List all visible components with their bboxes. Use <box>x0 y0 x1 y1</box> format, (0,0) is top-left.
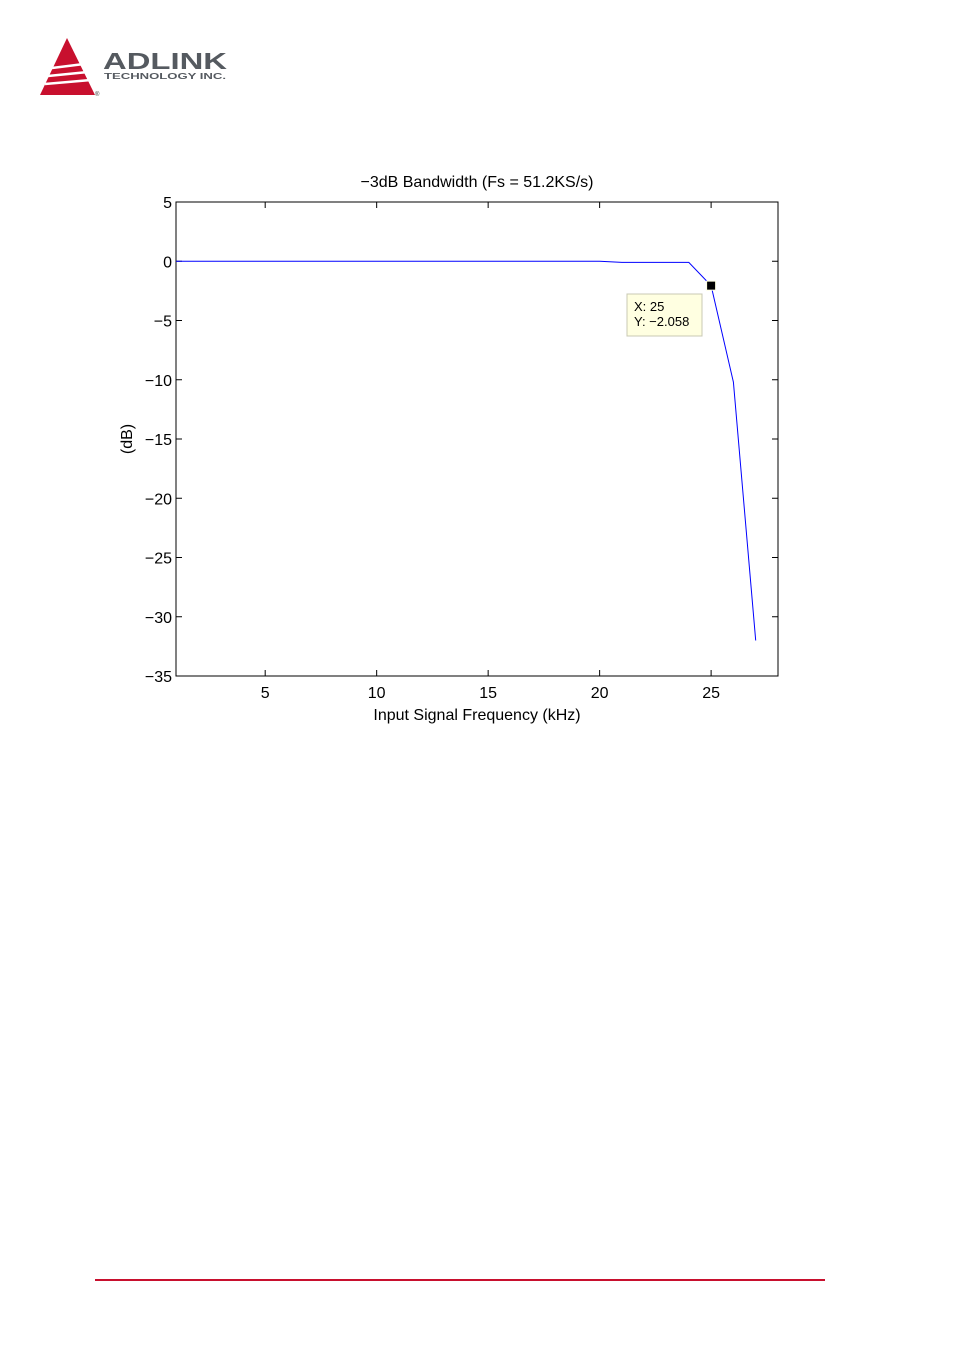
brand-tagline: TECHNOLOGY INC. <box>104 72 226 81</box>
x-tick-label: 25 <box>702 685 720 702</box>
y-tick-label: 5 <box>163 195 172 212</box>
x-axis-label: Input Signal Frequency (kHz) <box>373 707 580 724</box>
plot-frame <box>175 201 779 677</box>
brand-registered-mark: ® <box>95 91 100 98</box>
y-tick-label: −35 <box>145 669 172 686</box>
y-tick-label: −10 <box>145 373 172 390</box>
y-tick-label: −25 <box>145 551 172 568</box>
x-tick-label: 5 <box>261 685 270 702</box>
adlink-triangle-icon <box>40 38 95 95</box>
y-tick-label: −15 <box>145 432 172 449</box>
y-tick-label: −20 <box>145 491 172 508</box>
x-tick-label: 20 <box>591 685 609 702</box>
datatip-marker <box>706 280 717 291</box>
y-tick-label: 0 <box>163 254 172 271</box>
chart-title: −3dB Bandwidth (Fs = 51.2KS/s) <box>360 174 593 191</box>
datatip-x-label: X: 25 <box>634 299 664 314</box>
brand-name: ADLINK <box>103 48 228 74</box>
x-tick-label: 10 <box>368 685 386 702</box>
y-tick-label: −5 <box>154 314 172 331</box>
series-layer <box>176 260 757 641</box>
series-line <box>176 260 757 641</box>
x-axis-ticks: 5 10 15 20 25 <box>261 202 720 702</box>
bandwidth-chart: −3dB Bandwidth (Fs = 51.2KS/s) 5 10 15 20 25… <box>119 174 779 724</box>
adlink-logo: ® ADLINK TECHNOLOGY INC. <box>40 38 228 98</box>
datatip: X: 25 Y: −2.058 <box>626 280 717 337</box>
footer-rule <box>95 1279 825 1281</box>
datatip-y-label: Y: −2.058 <box>634 314 689 329</box>
y-axis-ticks: 5 0 −5 −10 −15 −20 −25 −30 −35 <box>145 195 778 686</box>
x-tick-label: 15 <box>479 685 497 702</box>
y-tick-label: −30 <box>145 610 172 627</box>
y-axis-label: (dB) <box>119 424 136 454</box>
datatip-box <box>626 293 703 337</box>
